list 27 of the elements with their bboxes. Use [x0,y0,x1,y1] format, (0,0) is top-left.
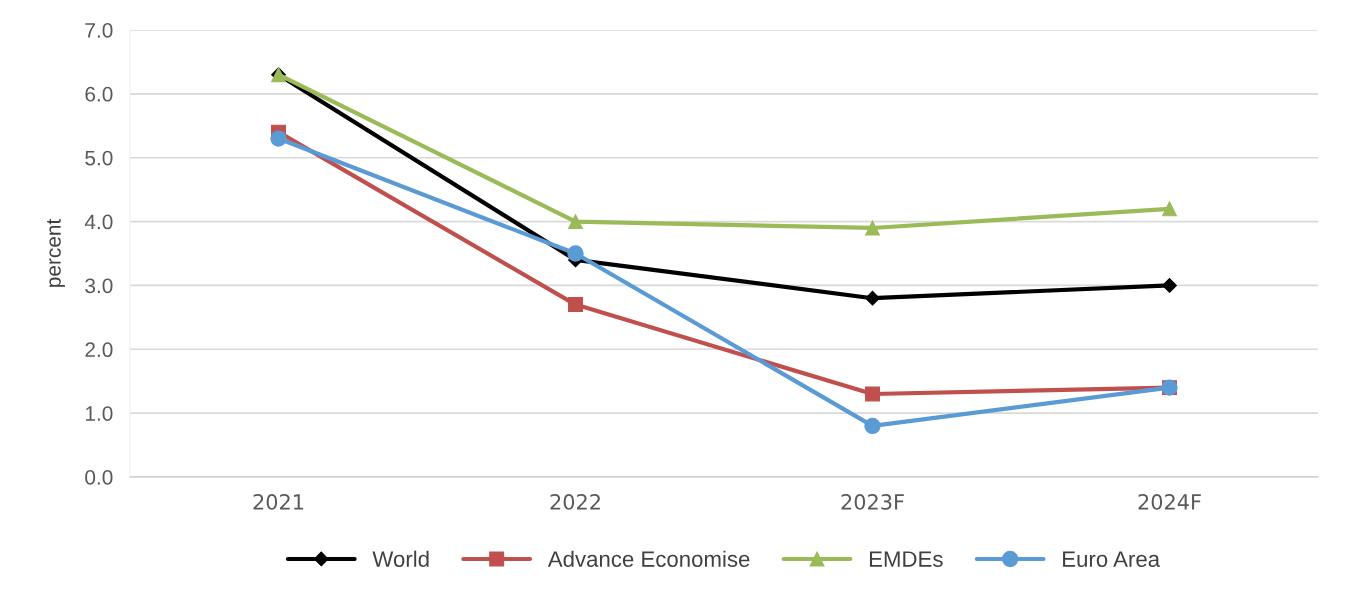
y-tick-label: 7.0 [85,23,113,38]
y-axis-title: percent [47,218,65,287]
y-tick-label: 5.0 [85,150,113,166]
y-tick-label: 1.0 [85,406,113,421]
point [865,386,880,402]
point [1162,201,1177,217]
x-tick-label: 2021 [253,494,304,510]
y-tick-label: 6.0 [85,86,113,102]
point [865,220,880,236]
point [568,214,583,230]
x-tick-label: 2022 [550,494,600,510]
point [270,130,287,147]
point [568,297,583,313]
point [864,417,881,435]
x-tick-label: 2024F [1138,494,1201,510]
y-tick-label: 4.0 [84,214,113,230]
y-tick-label: 3.0 [85,278,113,294]
y-tick-label: 0.0 [85,470,113,485]
x-tick-label: 2023F [841,494,904,510]
legend-label: EMDEs [869,551,943,567]
point [865,290,880,306]
legend-label: Advance Economise [547,550,750,567]
point [1162,278,1177,293]
point [567,245,584,262]
legend-label: Euro Area [1063,551,1161,567]
legend-label: World [372,550,429,567]
y-tick-label: 2.0 [85,342,113,358]
